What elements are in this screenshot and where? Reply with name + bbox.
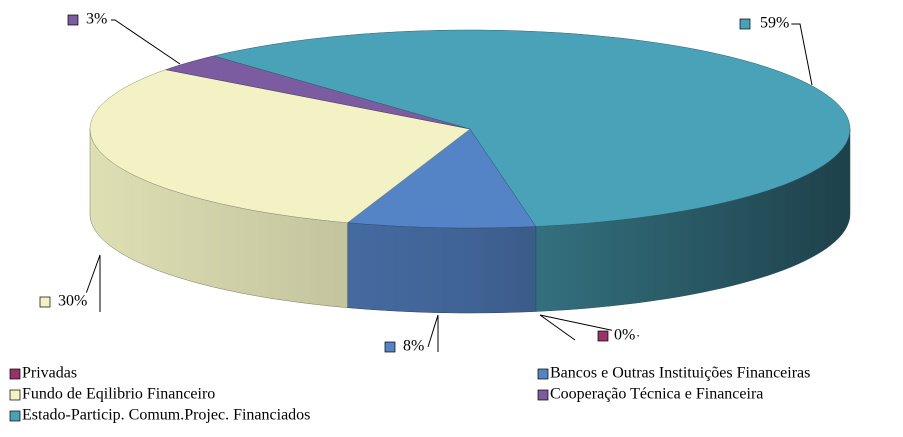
label-swatch: [39, 296, 51, 308]
legend-swatch: [537, 368, 549, 380]
label-swatch: [597, 330, 609, 342]
label-swatch: [67, 14, 79, 26]
data-label: 3%: [86, 11, 107, 28]
pie-slice: [89, 69, 471, 223]
data-label: 8%: [403, 338, 424, 355]
data-label: 0%: [614, 327, 635, 344]
leader-line: [111, 19, 181, 65]
legend-swatch: [537, 389, 549, 401]
legend-label: Fundo de Eqilibrio Financeiro: [22, 386, 215, 403]
label-swatch: [739, 18, 751, 30]
legend-swatch: [9, 410, 21, 422]
legend-swatch: [9, 389, 21, 401]
pie-side: [347, 222, 537, 314]
data-label: 30%: [58, 293, 87, 310]
pie-slice: [164, 55, 471, 130]
pie-slice: [212, 29, 851, 227]
legend-label: Cooperação Técnica e Financeira: [550, 386, 763, 403]
pie-sides: [89, 128, 851, 314]
legend-label: Bancos e Outras Instituições Financeiras: [550, 365, 810, 382]
legend-label: Privadas: [22, 365, 77, 382]
legend-label: Estado-Particip. Comum.Projec. Financiad…: [22, 407, 310, 424]
leader-line: [427, 314, 439, 352]
data-label: 59%: [760, 15, 789, 32]
leader-line: [82, 254, 101, 312]
label-swatch: [384, 341, 396, 353]
leader-line: [539, 314, 640, 341]
legend-swatch: [9, 368, 21, 380]
pie-slice: [346, 128, 537, 229]
